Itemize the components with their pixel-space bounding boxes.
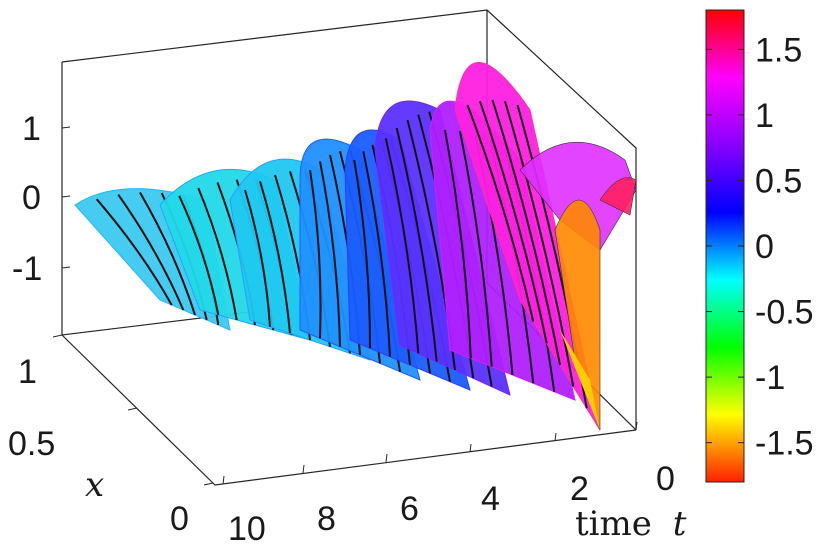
z-tick-label: 1 [22,110,41,148]
contour-line [444,129,472,359]
time-axis-label-text: time [575,504,652,544]
time-tick-mark [302,464,305,474]
time-tick-label: 0 [656,460,675,498]
contour-line [466,104,535,322]
time-tick-label: 10 [228,510,266,548]
z-tick-label: -1 [12,250,42,288]
surface-ridge [519,141,637,251]
time-tick-mark [222,475,225,485]
contour-line [244,189,271,327]
x-axis-label: x [85,465,104,505]
x-tick-mark [52,334,63,338]
contour-line [384,138,420,354]
z-tick-mark [61,195,71,198]
colorbar-tick-label: -1.5 [755,425,814,463]
x-tick-label: 0 [170,500,189,538]
time-tick-label: 6 [400,490,419,528]
contour-line [178,195,220,316]
time-tick-mark [635,421,638,431]
time-tick-label: 8 [317,500,336,538]
contour-line [504,101,575,387]
x-tick-label: 0.5 [8,425,55,463]
contour-line [459,131,493,367]
time-tick-label: 2 [570,470,589,508]
time-axis-label: time t [575,504,687,544]
x-tick-label: 1 [18,353,37,391]
contour-line [491,99,561,366]
colorbar-tick-label: -0.5 [755,294,814,332]
time-tick-mark [385,453,388,463]
contour-line [95,198,173,306]
z-tick-mark [61,266,71,269]
surface-ridge [599,177,637,216]
contour-line [362,151,391,357]
contour-line [117,194,185,311]
surface-ridge [560,330,600,430]
contour-line [139,191,196,316]
time-tick-mark [554,432,557,442]
colorbar-tick-label: 1 [755,97,774,135]
colorbar-tick-label: 0 [755,228,774,266]
x-tick-mark [127,407,138,411]
contour-line [197,187,238,321]
colorbar: 1.5 1 0.5 0 -0.5 -1 -1.5 [705,9,814,483]
colorbar-tick-label: 0.5 [755,162,802,200]
x-tick-mark [203,482,214,486]
contour-line [479,100,548,344]
surface-ridge [554,199,601,431]
contour-line [353,159,372,349]
surface-plot [74,62,637,431]
time-axis-label-var: t [673,504,687,544]
colorbar-tick-label: 1.5 [755,31,802,69]
colorbar-tick-label: -1 [755,359,785,397]
contour-line [395,127,438,362]
contour-line [319,161,341,347]
time-tick-label: 4 [481,480,500,518]
z-tick-label: 0 [22,179,41,217]
contour-line [259,181,291,334]
time-tick-mark [469,443,472,453]
contour-line [309,169,322,339]
z-tick-mark [61,126,71,129]
